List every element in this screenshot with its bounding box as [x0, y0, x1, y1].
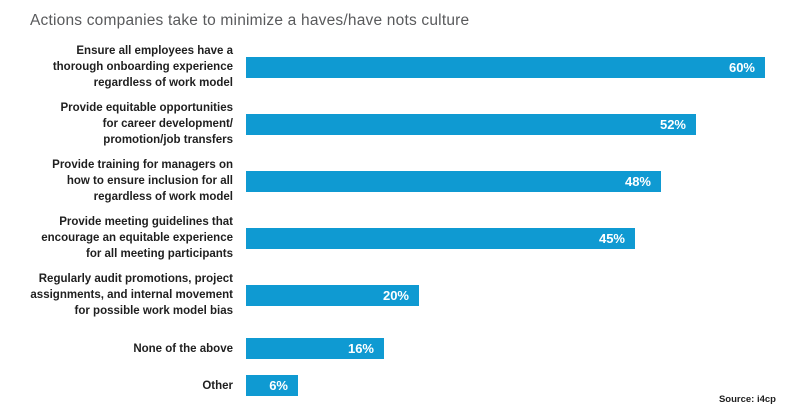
bar: 48% — [246, 170, 661, 192]
bar-row: Provide training for managers on how to … — [0, 157, 788, 205]
bar-row: None of the above 16% — [0, 338, 788, 359]
source-note: Source: i4cp — [718, 394, 776, 405]
bar: 60% — [246, 56, 765, 78]
bar-row: Regularly audit promotions, project assi… — [0, 271, 788, 319]
bar: 20% — [246, 284, 419, 306]
bar: 52% — [246, 113, 696, 135]
bar: 6% — [246, 375, 298, 396]
bar-row: Ensure all employees have a thorough onb… — [0, 43, 788, 91]
bar-value-label: 45% — [598, 230, 625, 246]
bar-row: Provide meeting guidelines that encourag… — [0, 214, 788, 262]
category-label: Other — [202, 379, 233, 392]
chart-title: Actions companies take to minimize a hav… — [30, 12, 470, 29]
bar-row: Other 6% — [0, 375, 788, 396]
category-label: Ensure all employees have a thorough onb… — [52, 45, 233, 89]
category-label: Provide equitable opportunities for care… — [60, 102, 233, 146]
bar-value-label: 16% — [347, 341, 374, 356]
category-label: Regularly audit promotions, project assi… — [30, 273, 233, 317]
bar: 16% — [246, 338, 384, 359]
bar-value-label: 60% — [728, 59, 755, 75]
bar-value-label: 20% — [382, 287, 409, 303]
bar: 45% — [246, 227, 635, 249]
bar-row: Provide equitable opportunities for care… — [0, 100, 788, 148]
bar-rows: Ensure all employees have a thorough onb… — [0, 43, 788, 396]
bar-value-label: 52% — [659, 116, 686, 132]
category-label: Provide training for managers on how to … — [52, 159, 233, 203]
category-label: Provide meeting guidelines that encourag… — [41, 216, 233, 260]
category-label: None of the above — [133, 342, 233, 355]
bar-value-label: 6% — [269, 378, 288, 393]
bar-value-label: 48% — [624, 173, 651, 189]
